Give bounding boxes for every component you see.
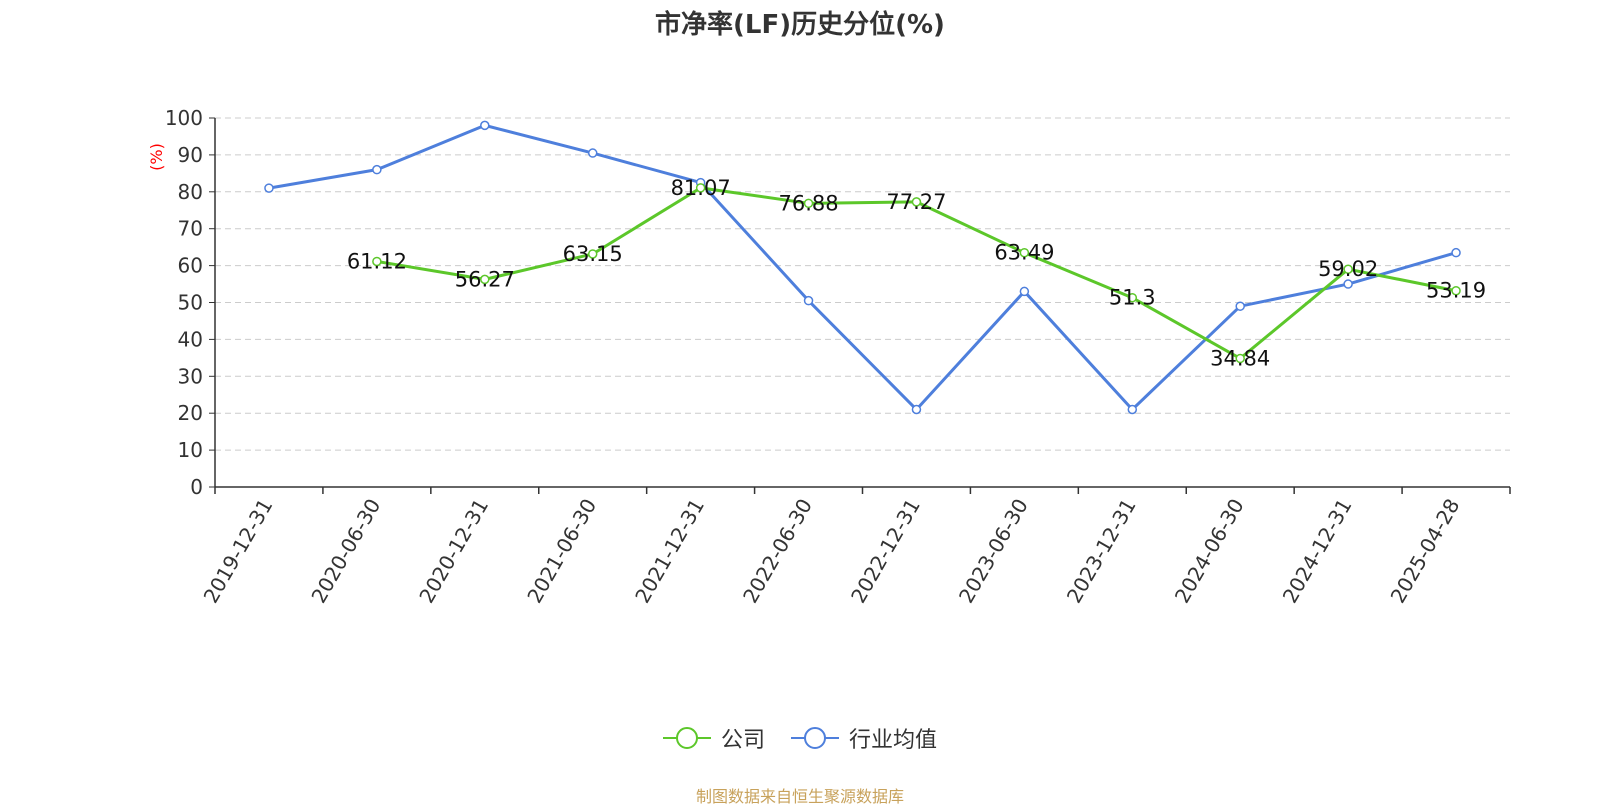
- legend-marker-company: [662, 727, 711, 749]
- y-tick-label: 10: [178, 438, 203, 462]
- series-layer: [264, 120, 1461, 415]
- data-label: 77.27: [886, 190, 946, 214]
- data-point: [480, 274, 490, 285]
- y-tick-label: 90: [178, 143, 203, 167]
- y-tick-label: 80: [178, 180, 203, 204]
- x-tick-label: 2021-12-31: [630, 495, 709, 608]
- x-tick-labels: 2019-12-31 2020-06-30 2020-12-31 2021-06-30…: [199, 495, 1465, 608]
- chart-title: 市净率(LF)历史分位(%): [655, 10, 945, 40]
- data-label: 59.02: [1318, 257, 1378, 281]
- x-tick-label: 2022-06-30: [738, 495, 817, 608]
- data-point: [1019, 286, 1030, 297]
- y-tick-label: 100: [165, 106, 203, 130]
- x-tick-label: 2021-06-30: [522, 495, 601, 608]
- series-industry-average: [264, 120, 1461, 415]
- data-label: 51.3: [1109, 286, 1156, 310]
- data-point: [1019, 247, 1030, 258]
- legend-item-company[interactable]: 公司: [662, 722, 765, 754]
- x-tick-label: 2020-12-31: [414, 495, 493, 608]
- data-label: 63.15: [563, 242, 623, 266]
- data-point: [372, 256, 382, 267]
- data-label: 34.84: [1210, 346, 1270, 370]
- data-label: 81.07: [671, 176, 731, 200]
- data-point: [1127, 292, 1138, 303]
- y-tick-label: 40: [178, 327, 203, 351]
- data-point: [372, 164, 382, 175]
- data-point: [1127, 404, 1138, 415]
- data-point: [264, 183, 274, 193]
- x-tick-label: 2025-04-28: [1386, 495, 1465, 608]
- legend-label-industry-average: 行业均值: [849, 728, 938, 753]
- y-axis-label: (%): [147, 143, 166, 171]
- data-label: 63.49: [994, 241, 1054, 265]
- data-point: [1235, 301, 1245, 311]
- x-tick-label: 2024-06-30: [1170, 495, 1249, 608]
- data-point: [695, 183, 706, 193]
- data-point: [587, 249, 598, 259]
- data-point: [1235, 353, 1245, 364]
- data-label: 56.27: [455, 267, 515, 291]
- data-point: [480, 120, 490, 131]
- data-point: [803, 198, 814, 209]
- data-point: [911, 197, 922, 207]
- y-tick-label: 0: [190, 475, 203, 499]
- x-tick-label: 2023-12-31: [1062, 495, 1141, 608]
- series-line: [268, 123, 1457, 412]
- y-tick-label: 70: [178, 217, 203, 241]
- x-tick-label: 2022-12-31: [846, 495, 925, 608]
- y-tick-label: 60: [178, 254, 203, 278]
- data-point: [1343, 279, 1353, 289]
- series-company: [372, 183, 1461, 364]
- legend-item-industry-average[interactable]: 行业均值: [791, 722, 937, 754]
- data-label: 61.12: [347, 249, 407, 273]
- legend-marker-industry-average: [791, 727, 839, 749]
- data-label: 53.19: [1426, 279, 1486, 303]
- data-point: [911, 404, 922, 415]
- data-point: [803, 295, 814, 306]
- legend: 公司 行业均值: [0, 722, 1600, 754]
- source-note: 制图数据来自恒生聚源数据库: [695, 787, 904, 806]
- x-tick-label: 2023-06-30: [954, 495, 1033, 608]
- x-tick-label: 2020-06-30: [306, 495, 385, 608]
- data-labels: 61.12 56.27 63.15 81.07 76.88 77.27 63.49 51.3 3…: [347, 176, 1486, 371]
- y-tick-label: 30: [178, 364, 203, 388]
- data-label: 76.88: [778, 191, 838, 215]
- grid-lines: [215, 117, 1510, 451]
- data-point: [1451, 285, 1461, 296]
- y-tick-label: 50: [178, 291, 203, 315]
- axes: [209, 117, 1511, 494]
- legend-label-company: 公司: [720, 728, 765, 753]
- data-point: [587, 148, 598, 158]
- x-tick-label: 2019-12-31: [199, 495, 278, 608]
- y-tick-label: 20: [178, 401, 203, 425]
- data-point: [1343, 264, 1353, 274]
- data-point: [1451, 247, 1461, 258]
- x-tick-label: 2024-12-31: [1278, 495, 1357, 608]
- y-tick-labels: 0 10 20 30 40 50 60 70 80 90 100: [165, 106, 203, 499]
